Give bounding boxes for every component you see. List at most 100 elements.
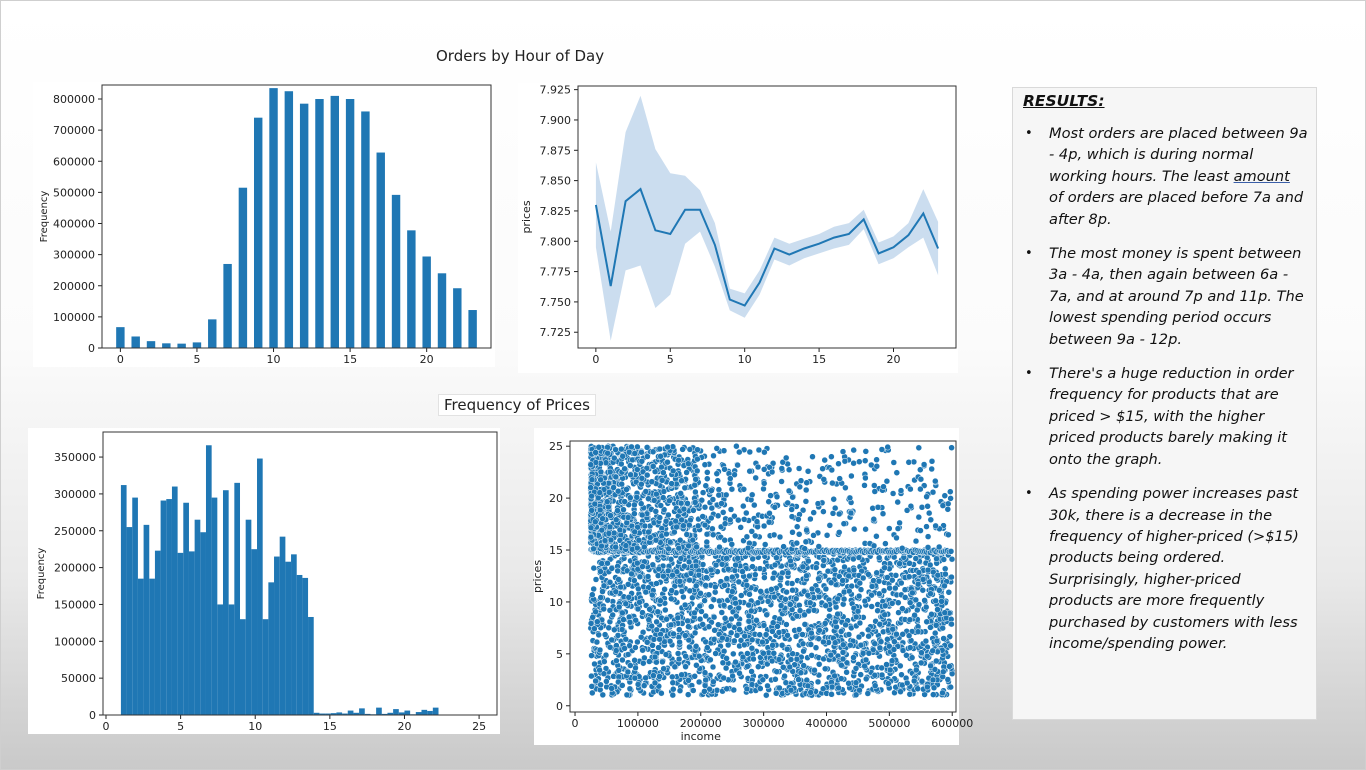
- scatter-point: [670, 685, 677, 693]
- scatter-point: [634, 681, 642, 688]
- scatter-point: [859, 650, 867, 657]
- scatter-point: [812, 644, 820, 651]
- scatter-point: [604, 559, 611, 567]
- scatter-point: [715, 621, 722, 628]
- scatter-point: [682, 632, 689, 639]
- scatter-point: [901, 586, 909, 593]
- scatter-point: [649, 642, 656, 649]
- scatter-point: [835, 510, 843, 518]
- scatter-point: [637, 633, 645, 641]
- scatter-point: [865, 650, 873, 657]
- scatter-point: [691, 481, 698, 489]
- prices-line-x-tick-label: 20: [886, 353, 900, 366]
- scatter-point: [704, 644, 711, 651]
- scatter-point: [645, 528, 652, 536]
- price-hist-x-tick-label: 0: [102, 720, 109, 733]
- scatter-point: [799, 631, 806, 638]
- scatter-point: [594, 618, 601, 625]
- scatter-point: [805, 607, 812, 615]
- scatter-point: [730, 686, 738, 694]
- scatter-point: [721, 536, 728, 544]
- scatter-x-tick-label: 100000: [617, 717, 659, 730]
- orders-x-tick-label: 15: [343, 353, 357, 366]
- scatter-point: [873, 569, 880, 577]
- orders-bar: [192, 342, 202, 348]
- scatter-point: [640, 682, 648, 689]
- scatter-point: [657, 453, 664, 460]
- scatter-point: [919, 576, 927, 583]
- scatter-x-tick-label: 0: [572, 717, 579, 730]
- scatter-point: [649, 463, 657, 470]
- scatter-point: [888, 657, 896, 664]
- price-frequency-bar: [415, 712, 422, 715]
- scatter-point: [696, 602, 704, 610]
- scatter-point: [595, 494, 602, 502]
- prices-line-y-axis-label: prices: [520, 200, 533, 233]
- scatter-point: [797, 669, 805, 676]
- scatter-point: [727, 629, 735, 637]
- scatter-point: [592, 449, 599, 456]
- scatter-point: [740, 486, 748, 493]
- scatter-point: [947, 488, 954, 495]
- scatter-point: [693, 467, 701, 475]
- scatter-point: [662, 651, 670, 658]
- scatter-point: [642, 674, 649, 682]
- scatter-point: [628, 570, 635, 578]
- scatter-point: [847, 641, 854, 649]
- scatter-point: [864, 626, 872, 634]
- scatter-point: [760, 622, 768, 629]
- scatter-point: [589, 591, 596, 598]
- scatter-point: [846, 494, 854, 502]
- scatter-point: [788, 580, 796, 587]
- scatter-point: [651, 653, 659, 661]
- scatter-point: [641, 543, 648, 551]
- scatter-point: [752, 532, 759, 540]
- scatter-point: [629, 456, 636, 464]
- scatter-point: [627, 494, 634, 501]
- scatter-point: [875, 554, 883, 561]
- scatter-point: [703, 574, 710, 581]
- scatter-point: [598, 542, 605, 550]
- scatter-point: [805, 557, 812, 565]
- scatter-point: [777, 602, 785, 609]
- scatter-point: [793, 612, 801, 620]
- scatter-point: [886, 584, 893, 592]
- prices-line-plot-frame: [577, 85, 957, 349]
- scatter-point: [732, 658, 739, 666]
- scatter-point: [596, 506, 604, 514]
- price-hist-y-tick-label: 350000: [54, 451, 96, 464]
- scatter-point: [948, 670, 956, 677]
- scatter-point: [803, 526, 810, 534]
- scatter-point: [830, 495, 837, 503]
- scatter-point: [659, 658, 666, 666]
- scatter-point: [694, 455, 701, 463]
- scatter-point: [597, 594, 604, 601]
- scatter-point: [765, 518, 773, 526]
- scatter-point: [795, 516, 802, 523]
- scatter-point: [874, 504, 882, 511]
- scatter-point: [917, 475, 925, 483]
- prices-line-y-tick-label: 7.850: [540, 175, 572, 188]
- price-frequency-bar: [302, 577, 309, 715]
- scatter-point: [727, 475, 734, 482]
- scatter-point: [776, 615, 783, 623]
- price-frequency-bar: [364, 713, 371, 715]
- scatter-point: [643, 471, 651, 479]
- scatter-point: [589, 614, 596, 621]
- scatter-point: [815, 543, 823, 550]
- scatter-point: [716, 597, 723, 605]
- scatter-point: [623, 519, 631, 527]
- scatter-point: [651, 679, 659, 687]
- scatter-point: [744, 544, 752, 552]
- scatter-point: [620, 506, 627, 513]
- scatter-point: [894, 525, 902, 532]
- scatter-point: [879, 510, 887, 517]
- scatter-point: [878, 671, 886, 679]
- scatter-point: [924, 533, 932, 540]
- scatter-point: [940, 635, 947, 642]
- scatter-point: [795, 676, 802, 683]
- scatter-point: [869, 646, 877, 654]
- scatter-point: [780, 543, 787, 550]
- scatter-point: [678, 477, 685, 484]
- scatter-point: [592, 576, 600, 583]
